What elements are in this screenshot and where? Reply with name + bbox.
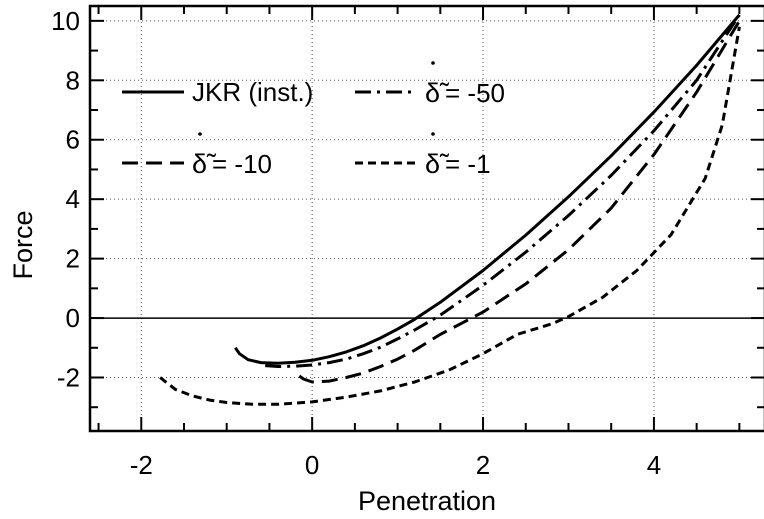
tick-labels: -2 0 2 4 -2 0 2 4 6 8 10 bbox=[51, 6, 661, 480]
tick-marks bbox=[90, 6, 764, 431]
legend-value-3: = -1 bbox=[445, 149, 491, 179]
y-tick-label-4: 6 bbox=[66, 125, 80, 155]
y-tick-label-3: 4 bbox=[66, 184, 80, 214]
legend-value-2: = -10 bbox=[212, 149, 272, 179]
x-tick-label-0: -2 bbox=[130, 450, 153, 480]
series-line-2 bbox=[298, 20, 741, 384]
y-axis-label: Force bbox=[8, 210, 38, 279]
legend: JKR (inst.) δ̃ = -50 δ̃ = -10 δ̃ = -1 bbox=[122, 61, 505, 179]
y-tick-label-2: 2 bbox=[66, 244, 80, 274]
x-tick-label-2: 2 bbox=[476, 450, 490, 480]
legend-label-0: JKR (inst.) bbox=[192, 77, 313, 107]
series-line-3 bbox=[159, 26, 741, 406]
y-tick-label-0: -2 bbox=[57, 363, 80, 393]
legend-item-2: δ̃ = -10 bbox=[122, 132, 272, 179]
x-tick-label-1: 0 bbox=[305, 450, 319, 480]
legend-item-3: δ̃ = -1 bbox=[355, 132, 491, 179]
legend-symbol-dot-1 bbox=[431, 61, 435, 65]
grid-lines bbox=[90, 6, 764, 431]
legend-value-1: = -50 bbox=[445, 78, 505, 108]
y-tick-label-1: 0 bbox=[66, 303, 80, 333]
x-tick-label-3: 4 bbox=[647, 450, 661, 480]
y-tick-label-5: 8 bbox=[66, 65, 80, 95]
series-group bbox=[159, 13, 741, 406]
legend-item-0: JKR (inst.) bbox=[122, 77, 313, 107]
plot-frame bbox=[88, 4, 764, 433]
series-line-1 bbox=[265, 14, 741, 368]
series-line-0 bbox=[234, 13, 741, 365]
legend-symbol-dot-3 bbox=[431, 132, 435, 136]
y-tick-label-6: 10 bbox=[51, 6, 80, 36]
legend-symbol-dot-2 bbox=[198, 132, 202, 136]
legend-item-1: δ̃ = -50 bbox=[355, 61, 505, 108]
x-axis-label: Penetration bbox=[358, 486, 496, 516]
